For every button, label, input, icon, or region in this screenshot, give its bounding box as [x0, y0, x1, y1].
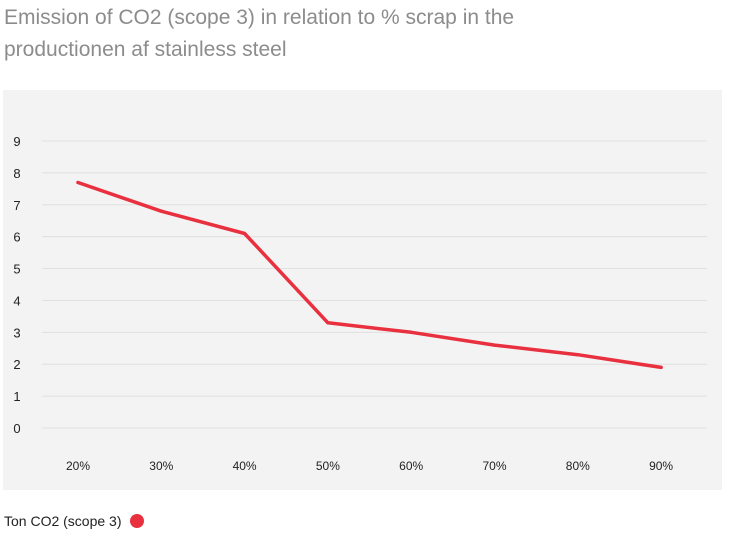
y-tick-label: 9: [13, 134, 20, 149]
series-lines: [76, 180, 663, 370]
data-point: [243, 231, 247, 236]
data-point: [492, 343, 497, 347]
y-tick-label: 2: [13, 357, 20, 372]
legend-label: Ton CO2 (scope 3): [4, 513, 122, 529]
y-tick-label: 8: [13, 166, 20, 181]
x-axis-ticks: 20% 30% 40% 50% 60% 70% 80% 90%: [66, 459, 673, 473]
y-tick-label: 5: [13, 262, 20, 277]
x-tick-label: 60%: [399, 459, 423, 473]
data-point: [409, 330, 413, 334]
data-point: [659, 365, 663, 370]
x-tick-label: 80%: [566, 459, 590, 473]
chart-title: Emission of CO2 (scope 3) in relation to…: [4, 6, 515, 61]
data-point: [159, 209, 163, 213]
data-point: [76, 180, 80, 185]
data-point: [326, 321, 330, 325]
x-tick-label: 90%: [649, 459, 673, 473]
x-tick-label: 50%: [316, 459, 340, 473]
x-tick-label: 70%: [482, 459, 506, 473]
y-tick-label: 1: [13, 389, 20, 404]
data-point: [576, 353, 580, 357]
y-tick-label: 6: [13, 230, 20, 245]
line-chart: 0 1 2 3 4 5 6 7 8 9 20% 30% 40% 50% 60% 70% 80% 90%: [13, 134, 707, 473]
legend-swatch: [129, 514, 144, 528]
y-axis-ticks: 0 1 2 3 4 5 6 7 8 9: [13, 134, 20, 436]
series-line: [76, 180, 663, 370]
x-tick-label: 30%: [149, 459, 173, 473]
y-tick-label: 7: [13, 198, 20, 213]
legend: Ton CO2 (scope 3): [4, 510, 144, 532]
x-tick-label: 40%: [233, 459, 257, 473]
y-tick-label: 4: [13, 293, 20, 308]
y-tick-label: 0: [13, 421, 20, 436]
y-tick-label: 3: [13, 325, 20, 340]
x-tick-label: 20%: [66, 459, 90, 473]
gridlines: [42, 140, 707, 429]
plot-area: [3, 90, 722, 490]
